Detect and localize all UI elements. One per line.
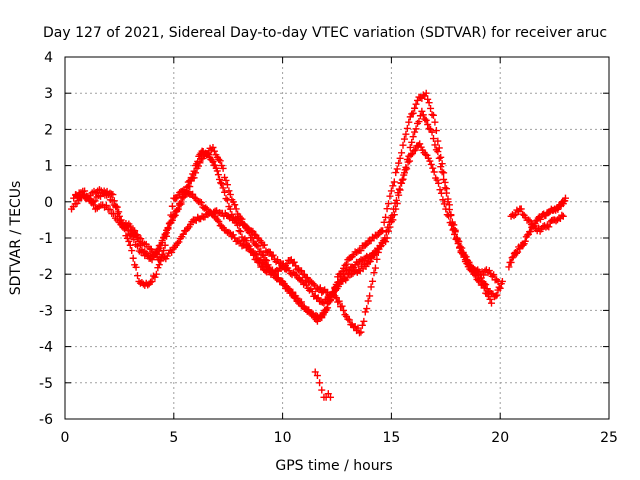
data-point bbox=[318, 387, 325, 394]
data-point bbox=[130, 255, 137, 262]
y-tick-label: 2 bbox=[44, 122, 53, 138]
y-tick-label: 3 bbox=[44, 86, 53, 102]
data-point bbox=[372, 265, 379, 272]
data-point bbox=[402, 131, 409, 138]
x-tick-label: 15 bbox=[382, 430, 400, 446]
data-point bbox=[488, 300, 495, 307]
data-point bbox=[394, 165, 401, 172]
x-tick-label: 0 bbox=[61, 430, 70, 446]
data-point bbox=[368, 283, 375, 290]
data-point bbox=[134, 272, 141, 279]
data-point bbox=[369, 278, 376, 285]
data-point bbox=[413, 125, 420, 132]
y-tick-label: -3 bbox=[39, 303, 53, 319]
data-point bbox=[233, 205, 240, 212]
data-point bbox=[316, 379, 323, 386]
data-point bbox=[388, 187, 395, 194]
x-axis-label: GPS time / hours bbox=[275, 458, 392, 474]
data-point bbox=[439, 168, 446, 175]
data-point bbox=[408, 139, 415, 146]
data-point bbox=[386, 193, 393, 200]
data-point bbox=[400, 142, 407, 149]
data-point bbox=[397, 155, 404, 162]
data-point bbox=[431, 169, 438, 176]
data-points bbox=[68, 90, 569, 401]
data-point bbox=[429, 111, 436, 118]
data-point bbox=[363, 305, 370, 312]
data-point bbox=[385, 200, 392, 207]
data-point bbox=[224, 181, 231, 188]
y-tick-label: -2 bbox=[39, 267, 53, 283]
x-tick-label: 20 bbox=[491, 430, 509, 446]
data-point bbox=[428, 161, 435, 168]
data-point bbox=[411, 129, 418, 136]
data-point bbox=[410, 133, 417, 140]
data-point bbox=[401, 136, 408, 143]
data-point bbox=[362, 308, 369, 315]
data-point bbox=[431, 119, 438, 126]
data-point bbox=[237, 228, 244, 235]
data-point bbox=[236, 227, 243, 234]
ticks: 0 5 10 15 20 25 -6 -5 -4 -3 -2 -1 0 1 2 3 4 bbox=[39, 50, 618, 446]
x-tick-label: 10 bbox=[274, 430, 292, 446]
data-point bbox=[430, 112, 437, 119]
data-point bbox=[391, 178, 398, 185]
data-point bbox=[405, 119, 412, 126]
data-point bbox=[365, 297, 372, 304]
y-tick-label: -6 bbox=[39, 412, 53, 428]
data-point bbox=[433, 127, 440, 134]
data-point bbox=[389, 182, 396, 189]
data-point bbox=[426, 99, 433, 106]
data-point bbox=[360, 318, 367, 325]
data-point bbox=[128, 247, 135, 254]
x-tick-label: 5 bbox=[169, 430, 178, 446]
data-point bbox=[384, 205, 391, 212]
data-point bbox=[398, 149, 405, 156]
data-point bbox=[215, 171, 222, 178]
data-point bbox=[438, 190, 445, 197]
y-tick-label: 0 bbox=[44, 195, 53, 211]
data-point bbox=[404, 125, 411, 132]
data-point bbox=[440, 169, 447, 176]
y-tick-label: -5 bbox=[39, 376, 53, 392]
data-point bbox=[127, 242, 134, 249]
y-tick-label: -1 bbox=[39, 231, 53, 247]
x-tick-label: 25 bbox=[600, 430, 618, 446]
y-axis-label: SDTVAR / TECUs bbox=[8, 181, 24, 296]
data-point bbox=[370, 269, 377, 276]
y-tick-label: 4 bbox=[44, 50, 53, 66]
chart-title: Day 127 of 2021, Sidereal Day-to-day VTE… bbox=[43, 25, 607, 41]
data-point bbox=[223, 195, 230, 202]
y-tick-label: 1 bbox=[44, 159, 53, 175]
data-point bbox=[418, 108, 425, 115]
chart-root: Day 127 of 2021, Sidereal Day-to-day VTE… bbox=[0, 0, 640, 480]
data-point bbox=[366, 292, 373, 299]
data-point bbox=[427, 105, 434, 112]
y-tick-label: -4 bbox=[39, 340, 53, 356]
data-point bbox=[392, 169, 399, 176]
data-point bbox=[413, 101, 420, 108]
data-point bbox=[442, 206, 449, 213]
